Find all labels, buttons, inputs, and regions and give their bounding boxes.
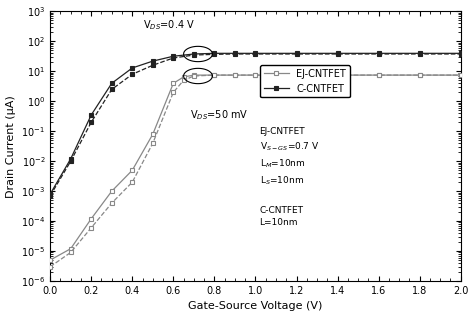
Text: C-CNTFET
L=10nm: C-CNTFET L=10nm	[260, 205, 303, 227]
Y-axis label: Drain Current (μA): Drain Current (μA)	[6, 95, 16, 197]
Text: EJ-CNTFET
V$_{S-GS}$=0.7 V
L$_{M}$=10nm
L$_{S}$=10nm: EJ-CNTFET V$_{S-GS}$=0.7 V L$_{M}$=10nm …	[260, 127, 319, 187]
Text: V$_{DS}$=0.4 V: V$_{DS}$=0.4 V	[143, 19, 195, 32]
Legend: EJ-CNTFET, C-CNTFET: EJ-CNTFET, C-CNTFET	[260, 65, 350, 98]
X-axis label: Gate-Source Voltage (V): Gate-Source Voltage (V)	[188, 301, 323, 311]
Text: V$_{DS}$=50 mV: V$_{DS}$=50 mV	[190, 108, 248, 122]
